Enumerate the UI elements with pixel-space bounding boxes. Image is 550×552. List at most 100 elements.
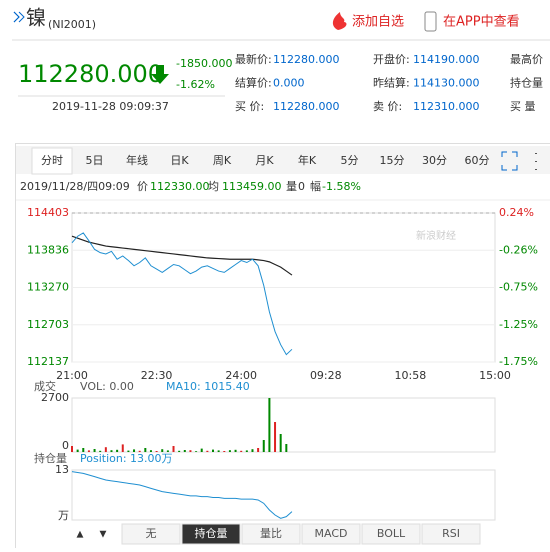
info: 价 [137, 180, 148, 193]
tab[interactable]: 分时 [41, 154, 63, 167]
icon [14, 12, 19, 22]
plot-area [72, 398, 495, 452]
field-value: 0.000 [273, 77, 305, 90]
field-label: 昨结算: [373, 76, 410, 90]
tab[interactable]: 30分 [422, 154, 447, 167]
quote-time: 2019-11-28 09:09:37 [52, 100, 169, 113]
info: 均 [208, 180, 219, 193]
y-tick-label: 2700 [41, 391, 69, 404]
info: 113459.00 [222, 180, 282, 193]
icon [19, 12, 24, 22]
volume-bar [173, 446, 175, 452]
field-label: 最新价: [235, 52, 272, 66]
y-unit: 万 [58, 509, 69, 522]
plot-area [72, 470, 495, 520]
phone-icon[interactable] [425, 12, 436, 31]
tab[interactable]: 月K [255, 154, 274, 167]
field-value: 114130.000 [413, 77, 479, 90]
field-label: 卖 价: [373, 100, 402, 113]
tab[interactable]: 周K [213, 154, 232, 167]
volume-bar [240, 451, 242, 452]
add-watch[interactable]: 添加自选 [352, 15, 404, 30]
volume-bar [201, 449, 203, 452]
y-tick-label: 113270 [27, 281, 69, 294]
bottom-tab-label[interactable]: RSI [442, 527, 460, 540]
volume-bar [212, 450, 214, 452]
info: 幅 [310, 180, 321, 193]
field-label: 买 价: [235, 100, 264, 113]
bottom-tab-label[interactable]: 无 [146, 527, 157, 540]
volume-bar [218, 450, 220, 452]
price: 112280.000 [18, 60, 163, 88]
volume-bar [235, 450, 237, 452]
x-tick-label: 15:00 [479, 369, 511, 382]
volume-bar [71, 446, 73, 452]
volume-bar [257, 448, 259, 452]
volume-bar [280, 434, 282, 452]
info: -1.58% [322, 180, 361, 193]
bottom-tab-label[interactable]: MACD [315, 527, 348, 540]
pct-label: -0.26% [499, 243, 538, 256]
volume-bar [251, 449, 253, 452]
volume-bar [263, 440, 265, 452]
volume-bar [206, 451, 208, 452]
info: 2019/11/28/四09:09 [20, 180, 130, 193]
tab[interactable]: 日K [170, 154, 189, 167]
volume-bar [195, 451, 197, 452]
scroll-btn[interactable]: ▼ [100, 530, 107, 540]
volume-bar [184, 450, 186, 452]
field-label: 结算价: [235, 76, 272, 90]
flame-icon[interactable] [333, 12, 347, 30]
app-link[interactable]: 在APP中查看 [443, 14, 520, 30]
info: 112330.00 [150, 180, 210, 193]
line [72, 233, 292, 355]
info: 量 [286, 180, 297, 193]
y-tick-label: 114403 [27, 206, 69, 219]
icon [14, 12, 19, 22]
y-tick-label: 13 [55, 463, 69, 476]
field-label: 开盘价: [373, 52, 410, 66]
y-tick-label: 0 [62, 439, 69, 452]
pct-label: -1.25% [499, 318, 538, 331]
tab[interactable]: 5日 [86, 154, 104, 167]
field-value: 112310.000 [413, 100, 479, 113]
volume-bar [285, 444, 287, 452]
pct-label: 0.24% [499, 206, 534, 219]
x-tick-label: 09:28 [310, 369, 342, 382]
change: -1850.000 [176, 57, 232, 70]
scroll-btn[interactable]: ▲ [77, 530, 84, 540]
chart-frame [16, 144, 550, 549]
volume-bar [189, 450, 191, 452]
volume-bar [229, 450, 231, 452]
field-value: 114190.000 [413, 53, 479, 66]
y-tick-label: 112137 [27, 355, 69, 368]
tab[interactable]: 5分 [341, 154, 359, 167]
x-tick-label: 10:58 [395, 369, 427, 382]
volume-bar [246, 450, 248, 452]
panel-value: MA10: 1015.40 [166, 380, 250, 393]
info: 0 [298, 180, 305, 193]
field-value: 112280.000 [273, 100, 339, 113]
volume-bar [274, 422, 276, 452]
line [72, 472, 292, 519]
pct-label: -1.75% [499, 355, 538, 368]
volume-bar [122, 444, 124, 452]
tab[interactable]: 年线 [126, 153, 148, 167]
watermark: 新浪财经 [416, 229, 456, 242]
y-tick-label: 113836 [27, 243, 69, 256]
y-tick-label: 112703 [27, 318, 69, 331]
bottom-tab-label[interactable]: 量比 [260, 527, 282, 540]
tab[interactable]: 年K [298, 153, 317, 167]
tab[interactable]: 15分 [380, 154, 405, 167]
bottom-tab-label[interactable]: BOLL [377, 527, 406, 540]
title: 镍 [26, 6, 46, 30]
field-value: 112280.000 [273, 53, 339, 66]
panel-value: Position: 13.00万 [80, 452, 173, 465]
volume-bar [77, 450, 79, 452]
code: (NI2001) [48, 18, 96, 31]
tab[interactable]: 60分 [465, 154, 490, 167]
field-label: 最高价 [510, 52, 543, 66]
pct-label: -0.75% [499, 281, 538, 294]
bottom-tab-label[interactable]: 持仓量 [195, 526, 228, 540]
